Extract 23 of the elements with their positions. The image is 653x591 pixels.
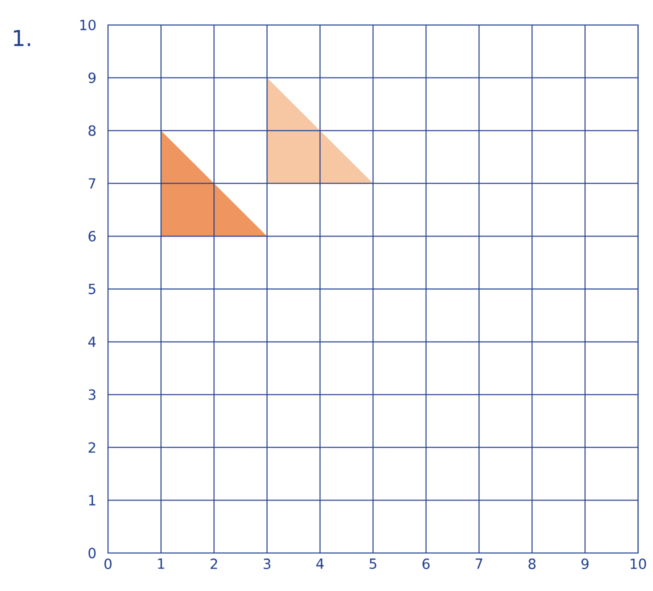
x-tick-label: 4 — [316, 558, 324, 569]
y-tick-label: 2 — [88, 442, 96, 453]
y-tick-label: 7 — [88, 178, 96, 188]
x-tick-label: 2 — [210, 558, 218, 569]
chart-title: 1. — [14, 30, 30, 46]
y-tick-label: 1 — [89, 495, 96, 506]
x-tick-label: 3 — [264, 558, 270, 570]
y-tick-label: 6 — [88, 230, 96, 242]
x-tick-label: 5 — [370, 558, 376, 569]
y-tick-label: 8 — [88, 125, 96, 136]
y-tick-label: 10 — [80, 20, 96, 30]
x-tick-label: 10 — [630, 558, 646, 570]
y-tick-label: 5 — [88, 284, 96, 294]
x-tick-label: 7 — [476, 558, 482, 569]
y-tick-label: 4 — [88, 336, 96, 347]
y-tick-label: 9 — [88, 72, 96, 84]
y-tick-label: 0 — [88, 548, 96, 558]
x-tick-label: 1 — [158, 558, 164, 569]
y-tick-label: 3 — [88, 389, 96, 400]
x-tick-label: 8 — [528, 558, 536, 570]
x-tick-label: 6 — [422, 558, 430, 570]
x-tick-label: 0 — [104, 558, 112, 570]
x-tick-label: 9 — [581, 558, 589, 570]
